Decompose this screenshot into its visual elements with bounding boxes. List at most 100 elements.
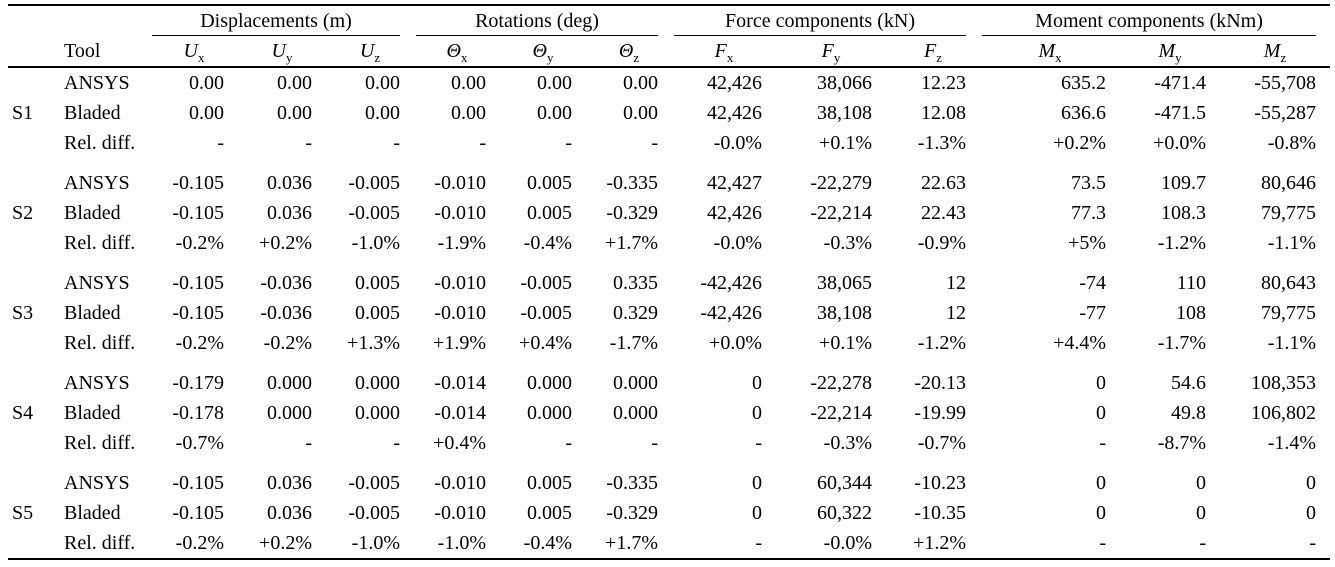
group-header-label: Moment components (kNm) — [982, 10, 1317, 36]
tool-label: ANSYS — [64, 371, 130, 394]
value-cell: +4.4% — [1053, 331, 1107, 354]
value-cell: +0.1% — [819, 131, 872, 154]
value-cell: -77 — [1079, 301, 1107, 324]
value-cell: 109.7 — [1161, 171, 1207, 194]
col-header-F-y: Fy — [776, 36, 886, 68]
value-cell: -0.2% — [175, 531, 224, 554]
section-label: S4 — [12, 401, 34, 424]
tool-label: Bladed — [64, 201, 121, 224]
value-cell: 0 — [752, 371, 762, 394]
value-cell: 0 — [752, 501, 762, 524]
value-cell: -0.105 — [172, 301, 224, 324]
symbol-subscript: x — [1055, 49, 1062, 65]
value-cell: +0.4% — [519, 331, 572, 354]
value-cell: 42,426 — [707, 71, 762, 94]
value-cell: -0.179 — [172, 371, 224, 394]
value-cell: +5% — [1068, 231, 1107, 254]
col-header-Θ-z: Θz — [586, 36, 672, 68]
value-cell: 0 — [1096, 371, 1107, 394]
value-cell: -22,214 — [810, 401, 872, 424]
table-row: Rel. diff. - - - - - - -0.0% +0.1% -1.3% +0.2% +0.0… — [8, 128, 1330, 158]
spacer-cell — [8, 358, 1330, 368]
value-cell: -0.2% — [263, 331, 312, 354]
value-cell: -42,426 — [700, 271, 762, 294]
value-cell: -0.005 — [348, 201, 400, 224]
value-cell: -0.9% — [917, 231, 967, 254]
value-cell: -0.005 — [348, 171, 400, 194]
section-spacer-row — [8, 258, 1330, 268]
value-cell: 0.000 — [267, 371, 312, 394]
value-cell: -1.9% — [437, 231, 486, 254]
value-cell: -0.005 — [520, 271, 572, 294]
value-cell: 0.000 — [355, 371, 400, 394]
section-label — [8, 268, 52, 298]
value-cell: 49.8 — [1171, 401, 1207, 424]
value-cell: -0.005 — [348, 471, 400, 494]
value-cell: - — [217, 131, 224, 154]
symbol: M — [1038, 39, 1056, 62]
value-cell: 635.2 — [1061, 71, 1107, 94]
table-row: S5 Bladed -0.105 0.036 -0.005 -0.010 0.005 -0.3… — [8, 498, 1330, 528]
section-label: S3 — [12, 301, 34, 324]
value-cell: 0.00 — [365, 101, 400, 124]
value-cell: - — [1199, 531, 1207, 554]
symbol-subscript: y — [833, 49, 841, 65]
value-cell: -1.2% — [917, 331, 967, 354]
section-spacer-row — [8, 158, 1330, 168]
value-cell: -1.3% — [917, 131, 967, 154]
col-header-M-z: Mz — [1220, 36, 1331, 68]
group-header-row: Displacements (m) Rotations (deg) Force co… — [8, 5, 1330, 36]
value-cell: 0.000 — [527, 371, 572, 394]
value-cell: -55,708 — [1254, 71, 1317, 94]
value-cell: - — [1309, 531, 1317, 554]
value-cell: +0.2% — [259, 231, 312, 254]
value-cell: -0.036 — [260, 301, 312, 324]
col-header-M-x: Mx — [980, 36, 1121, 68]
section-label — [8, 428, 52, 458]
value-cell: 0.005 — [527, 501, 572, 524]
tool-label: Rel. diff. — [64, 131, 136, 154]
section-spacer-row — [8, 458, 1330, 468]
value-cell: 80,646 — [1261, 171, 1317, 194]
value-cell: -0.105 — [172, 201, 224, 224]
value-cell: 0.00 — [189, 71, 224, 94]
value-cell: 0.00 — [537, 101, 572, 124]
table-row: Rel. diff. -0.2% +0.2% -1.0% -1.0% -0.4% +1.7%… — [8, 528, 1330, 559]
value-cell: - — [651, 431, 658, 454]
value-cell: - — [1099, 431, 1107, 454]
spacer-cell — [8, 458, 1330, 468]
value-cell: -0.4% — [523, 531, 572, 554]
value-cell: -10.35 — [914, 501, 967, 524]
value-cell: - — [393, 431, 400, 454]
value-cell: +1.9% — [433, 331, 486, 354]
value-cell: +0.1% — [819, 331, 872, 354]
symbol-subscript: y — [285, 49, 293, 65]
table-row: Rel. diff. -0.2% +0.2% -1.0% -1.9% -0.4% +1.7%… — [8, 228, 1330, 258]
value-cell: 77.3 — [1071, 201, 1107, 224]
value-cell: 38,108 — [817, 101, 872, 124]
value-cell: 42,426 — [707, 101, 762, 124]
value-cell: -1.0% — [437, 531, 486, 554]
value-cell: -20.13 — [914, 371, 967, 394]
value-cell: 0.036 — [267, 501, 312, 524]
value-cell: 0.00 — [623, 71, 658, 94]
value-cell: -10.23 — [914, 471, 967, 494]
section-S2: ANSYS -0.105 0.036 -0.005 -0.010 0.005 -0.335 4… — [8, 158, 1330, 258]
section-label — [8, 67, 52, 98]
tool-label: ANSYS — [64, 171, 130, 194]
symbol: F — [924, 39, 937, 62]
group-header-1: Displacements (m) — [150, 5, 414, 36]
value-cell: - — [755, 531, 762, 554]
value-cell: 0.005 — [527, 201, 572, 224]
value-cell: 0 — [1306, 471, 1317, 494]
value-cell: 108,353 — [1251, 371, 1317, 394]
section-label — [8, 368, 52, 398]
value-cell: 0.005 — [355, 301, 400, 324]
value-cell: 110 — [1176, 271, 1207, 294]
section-label: S1 — [12, 101, 34, 124]
symbol-subscript: x — [197, 49, 205, 65]
value-cell: 108.3 — [1161, 201, 1207, 224]
value-cell: 0.00 — [451, 101, 486, 124]
group-header-label: Force components (kN) — [674, 10, 967, 36]
value-cell: 0 — [1096, 471, 1107, 494]
